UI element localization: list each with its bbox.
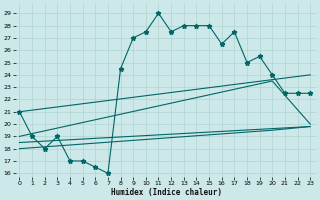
X-axis label: Humidex (Indice chaleur): Humidex (Indice chaleur) (111, 188, 221, 197)
